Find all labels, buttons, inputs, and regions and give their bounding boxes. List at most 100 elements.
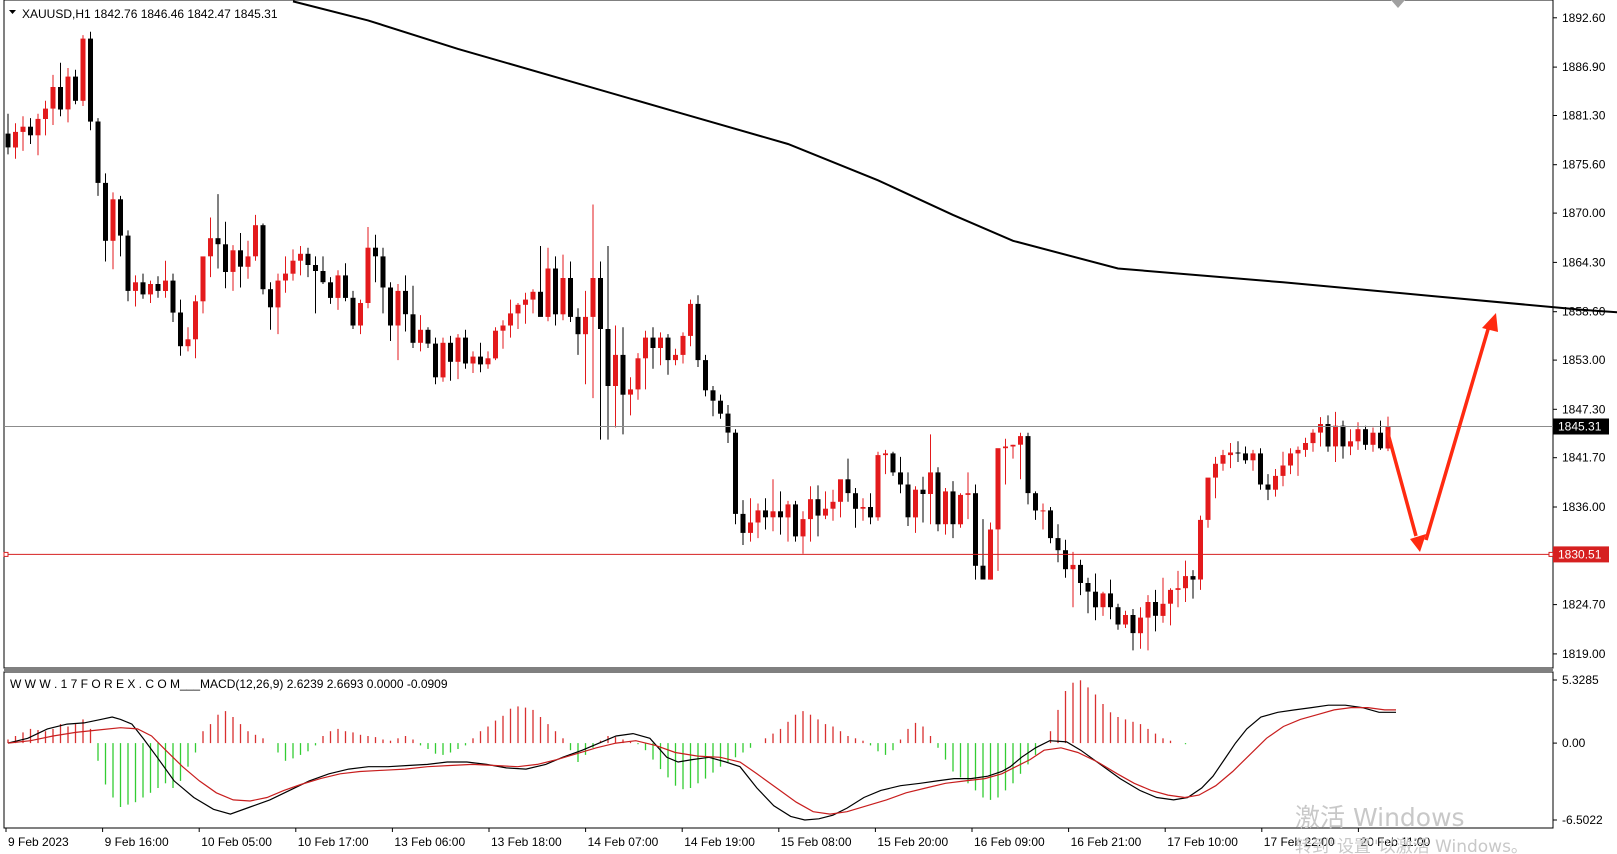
candle-body <box>950 491 956 525</box>
candle-body <box>335 275 341 298</box>
candle <box>305 247 311 278</box>
candle <box>1318 417 1323 447</box>
candle-body <box>793 504 798 537</box>
candle-body <box>208 238 213 257</box>
candle-body <box>328 282 333 298</box>
candle <box>1258 448 1263 490</box>
candle <box>20 116 26 151</box>
candle-body <box>170 280 176 313</box>
candle-body <box>530 291 536 300</box>
candle <box>170 273 176 322</box>
candle <box>673 348 678 366</box>
price-lines-layer <box>3 426 1554 557</box>
candle <box>1130 609 1136 651</box>
candle-body <box>163 280 168 291</box>
candle <box>965 472 971 520</box>
candle-body <box>538 291 543 317</box>
candle-body <box>1370 432 1376 445</box>
candle-body <box>995 448 1001 530</box>
candle-body <box>1033 493 1038 511</box>
candle <box>185 327 191 352</box>
candle <box>830 489 836 521</box>
candle-body <box>193 301 198 340</box>
candle-body <box>1048 510 1053 539</box>
candle-body <box>230 250 236 272</box>
candle <box>973 484 978 580</box>
candle-body <box>725 413 731 433</box>
collapse-triangle-icon[interactable] <box>9 10 16 14</box>
candle-body <box>958 494 963 525</box>
candle-body <box>313 265 318 271</box>
candle-body <box>5 133 11 148</box>
candle-body <box>898 472 903 485</box>
candle <box>50 74 56 125</box>
candle-body <box>1175 588 1181 590</box>
candle-body <box>140 282 146 295</box>
candle-body <box>943 491 948 525</box>
macd-layer: 5.3285 0.00 -6.5022 <box>7 673 1603 827</box>
shift-marker-icon[interactable] <box>1391 0 1405 8</box>
candle <box>920 476 926 523</box>
candle <box>1153 589 1158 632</box>
macd-panel[interactable] <box>3 671 1554 829</box>
candle-body <box>260 225 266 290</box>
candle <box>958 493 963 528</box>
candle <box>1213 456 1218 499</box>
ma-line <box>292 0 1617 314</box>
candle <box>995 448 1001 571</box>
candle <box>815 485 821 537</box>
candle-body <box>358 303 363 326</box>
candle <box>598 261 603 440</box>
candle-body <box>545 268 551 317</box>
candle-body <box>343 275 348 298</box>
moving-average-layer <box>292 0 1617 314</box>
candle <box>823 491 828 520</box>
candle-body <box>643 337 648 359</box>
candle-body <box>815 499 821 516</box>
candle <box>1115 603 1121 630</box>
candle <box>1250 449 1256 471</box>
candle <box>1205 477 1211 528</box>
candle-body <box>1130 615 1136 634</box>
candle-body <box>605 329 611 386</box>
price-tick-label: 1853.00 <box>1562 353 1606 367</box>
candle <box>590 204 596 399</box>
candle <box>43 100 48 136</box>
time-tick-label: 9 Feb 16:00 <box>105 835 169 849</box>
candle-body <box>733 432 738 514</box>
candle <box>1265 474 1271 501</box>
candle-body <box>800 519 806 537</box>
candle <box>28 118 33 144</box>
candle <box>260 223 266 295</box>
candle <box>178 299 183 356</box>
candle <box>710 386 716 417</box>
candle <box>478 342 483 373</box>
candle <box>1333 411 1338 462</box>
candle <box>785 500 791 542</box>
candle <box>1040 503 1046 530</box>
candle <box>755 503 761 539</box>
candle <box>1363 425 1368 450</box>
candle <box>440 337 446 382</box>
candle <box>650 327 656 369</box>
candle <box>343 263 348 302</box>
candle <box>763 498 768 530</box>
candle <box>388 282 393 341</box>
candle-body <box>433 343 438 378</box>
candle <box>155 276 161 298</box>
candle <box>508 299 513 338</box>
price-tick-label: 1836.00 <box>1562 500 1606 514</box>
candle-body <box>103 182 108 241</box>
candle-body <box>650 337 656 348</box>
candle <box>1183 560 1188 602</box>
current-price-tag-label: 1845.31 <box>1558 420 1602 434</box>
candle <box>1273 469 1278 497</box>
candle-body <box>148 284 153 295</box>
candle <box>455 334 461 380</box>
price-panel[interactable] <box>3 0 1554 669</box>
candle-body <box>43 108 48 119</box>
candle <box>320 256 326 284</box>
candle <box>868 493 873 525</box>
candle-body <box>1093 591 1098 608</box>
